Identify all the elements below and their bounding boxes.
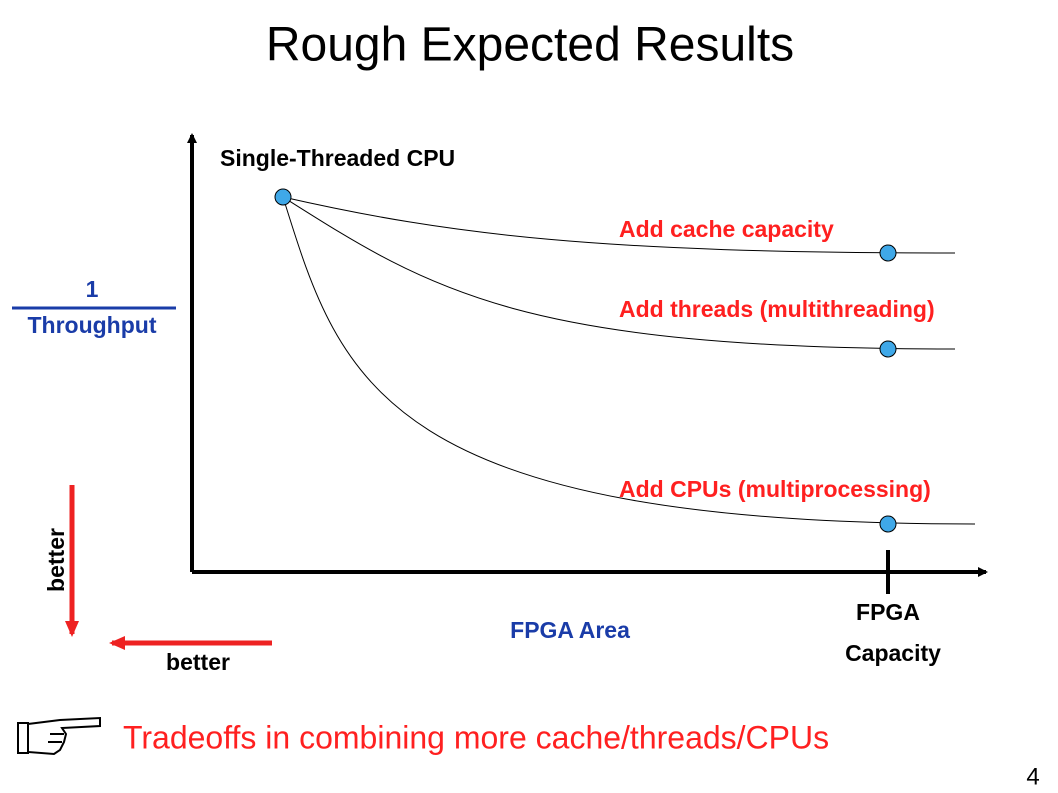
curve-label: Add cache capacity (619, 216, 834, 242)
y-label-numerator: 1 (86, 276, 99, 302)
better-label: better (43, 528, 69, 592)
better-label: better (166, 649, 230, 675)
pointing-hand-icon (17, 716, 101, 756)
capacity-label: FPGA (856, 599, 920, 625)
curve-label: Add threads (multithreading) (619, 296, 935, 322)
title: Rough Expected Results (266, 19, 794, 72)
footer-text: Tradeoffs in combining more cache/thread… (123, 719, 829, 755)
cpus-curve (282, 196, 976, 525)
page-number: 4 (1026, 763, 1039, 790)
y-label-denominator: Throughput (27, 312, 156, 338)
capacity-label: Capacity (845, 640, 941, 666)
start-label: Single-Threaded CPU (220, 145, 455, 171)
cache-point (879, 244, 897, 262)
threads-point (879, 340, 897, 358)
cpus-point (879, 515, 897, 533)
curve-label: Add CPUs (multiprocessing) (619, 476, 931, 502)
x-label: FPGA Area (510, 617, 630, 643)
start-point (274, 188, 292, 206)
cache-curve (282, 196, 956, 254)
threads-curve (282, 196, 956, 350)
